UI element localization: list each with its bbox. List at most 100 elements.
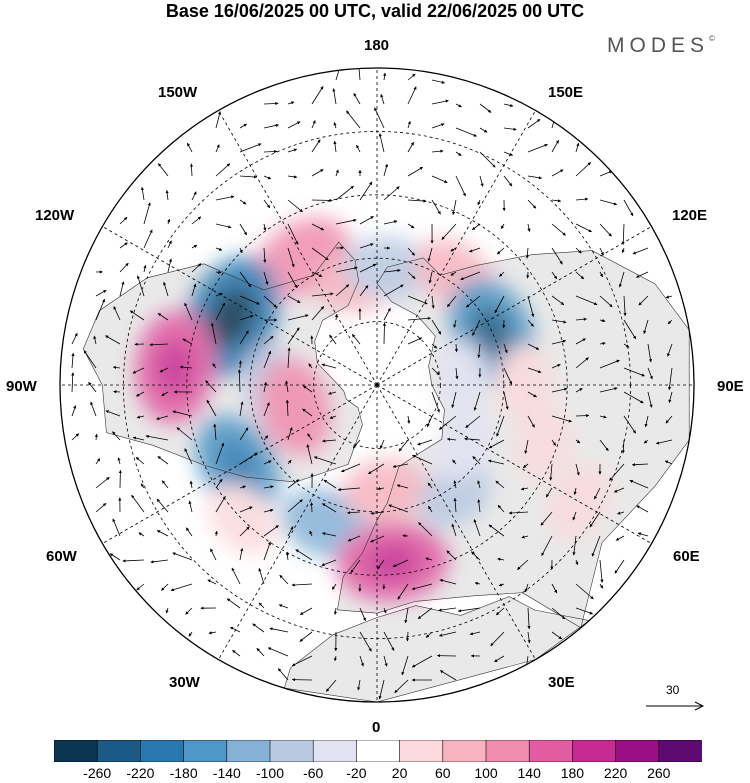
wind-arrow	[311, 292, 334, 297]
wind-arrow	[383, 655, 388, 667]
lon-label-60w: 60W	[46, 548, 77, 565]
wind-arrow	[322, 503, 337, 513]
wind-arrow	[263, 149, 278, 154]
wind-arrow	[473, 519, 481, 537]
wind-arrow	[287, 199, 303, 213]
wind-arrow	[575, 162, 591, 177]
wind-arrow	[551, 387, 568, 393]
wind-arrow	[95, 289, 107, 297]
wind-arrow	[230, 626, 241, 633]
wind-arrow	[185, 607, 193, 615]
wind-arrow	[302, 408, 313, 417]
reference-vector: 30	[640, 683, 710, 713]
wind-arrow	[497, 557, 505, 561]
colorbar-swatch	[54, 740, 99, 762]
wind-arrow	[321, 363, 337, 369]
wind-arrow	[575, 357, 589, 369]
wind-arrow	[551, 364, 561, 369]
wind-arrow	[407, 316, 432, 321]
wind-arrow	[431, 79, 446, 84]
wind-arrow	[239, 123, 247, 129]
wind-arrow	[119, 216, 128, 225]
wind-arrow	[522, 463, 529, 469]
wind-arrow	[411, 583, 433, 591]
wind-arrow	[287, 327, 300, 345]
wind-arrow	[287, 479, 300, 489]
wind-arrow	[285, 399, 289, 417]
wind-arrow	[313, 456, 337, 465]
brand-text: MODES	[607, 34, 710, 57]
wind-arrow	[446, 295, 457, 308]
wind-arrow	[165, 189, 169, 201]
wind-arrow	[215, 302, 226, 321]
wind-arrow	[527, 319, 534, 327]
wind-arrow	[184, 448, 193, 465]
colorbar-swatch	[183, 740, 228, 762]
wind-arrow	[136, 391, 145, 397]
wind-arrow	[226, 598, 241, 609]
wind-arrow	[551, 631, 562, 640]
wind-arrow	[263, 381, 267, 393]
wind-arrow	[346, 511, 361, 515]
wind-arrow	[643, 439, 649, 444]
wind-arrow	[378, 679, 385, 700]
wind-arrow	[551, 223, 566, 236]
wind-arrow	[527, 415, 535, 428]
wind-arrow	[359, 655, 364, 667]
lat-lon-grid	[60, 68, 694, 702]
wind-arrow	[117, 457, 121, 465]
wind-arrow	[307, 433, 313, 441]
wind-arrow	[575, 247, 582, 254]
wind-arrow	[407, 73, 416, 81]
wind-arrow	[455, 151, 462, 157]
map-disc	[60, 68, 694, 702]
wind-arrow	[407, 223, 415, 229]
wind-arrow	[575, 317, 587, 321]
wind-arrow	[383, 72, 387, 81]
wind-arrow	[277, 668, 289, 681]
wind-arrow	[407, 86, 417, 105]
wind-arrow	[540, 511, 553, 526]
wind-arrow	[119, 281, 125, 297]
wind-arrow	[269, 627, 289, 633]
wind-arrow	[263, 101, 279, 106]
wind-arrow	[239, 314, 254, 321]
wind-arrow	[551, 339, 567, 345]
wind-arrow	[379, 439, 385, 449]
wind-arrow	[157, 312, 169, 321]
wind-arrow	[438, 415, 457, 430]
wind-arrow	[256, 647, 265, 657]
wind-arrow	[527, 367, 542, 373]
wind-arrow	[609, 463, 625, 481]
wind-vectors	[71, 68, 673, 700]
map-title: Base 16/06/2025 00 UTC, valid 22/06/2025…	[165, 1, 585, 21]
wind-arrow	[95, 476, 110, 489]
colorbar-tick-label: -60	[303, 765, 324, 781]
wind-arrow	[520, 487, 529, 491]
wind-arrow	[488, 524, 505, 537]
wind-arrow	[455, 127, 477, 137]
wind-arrow	[156, 498, 169, 513]
wind-arrow	[239, 485, 247, 489]
wind-arrow	[623, 391, 644, 404]
wind-arrow	[496, 415, 505, 437]
wind-arrow	[136, 415, 145, 419]
wind-arrow	[438, 631, 457, 637]
wind-arrow	[109, 553, 121, 561]
wind-arrow	[636, 271, 649, 278]
wind-arrow	[457, 607, 481, 613]
wind-arrow	[455, 175, 466, 197]
wind-arrow	[407, 271, 416, 279]
wind-arrow	[599, 319, 606, 323]
wind-arrow	[431, 295, 435, 309]
wind-arrow	[239, 223, 248, 236]
wind-arrow	[551, 169, 564, 177]
wind-arrow	[388, 504, 409, 513]
wind-arrow	[446, 437, 457, 441]
wind-arrow	[551, 439, 557, 446]
wind-arrow	[331, 583, 337, 590]
wind-arrow	[407, 166, 424, 177]
wind-arrow	[575, 439, 581, 444]
wind-arrow	[184, 302, 193, 321]
wind-arrow	[503, 367, 513, 385]
